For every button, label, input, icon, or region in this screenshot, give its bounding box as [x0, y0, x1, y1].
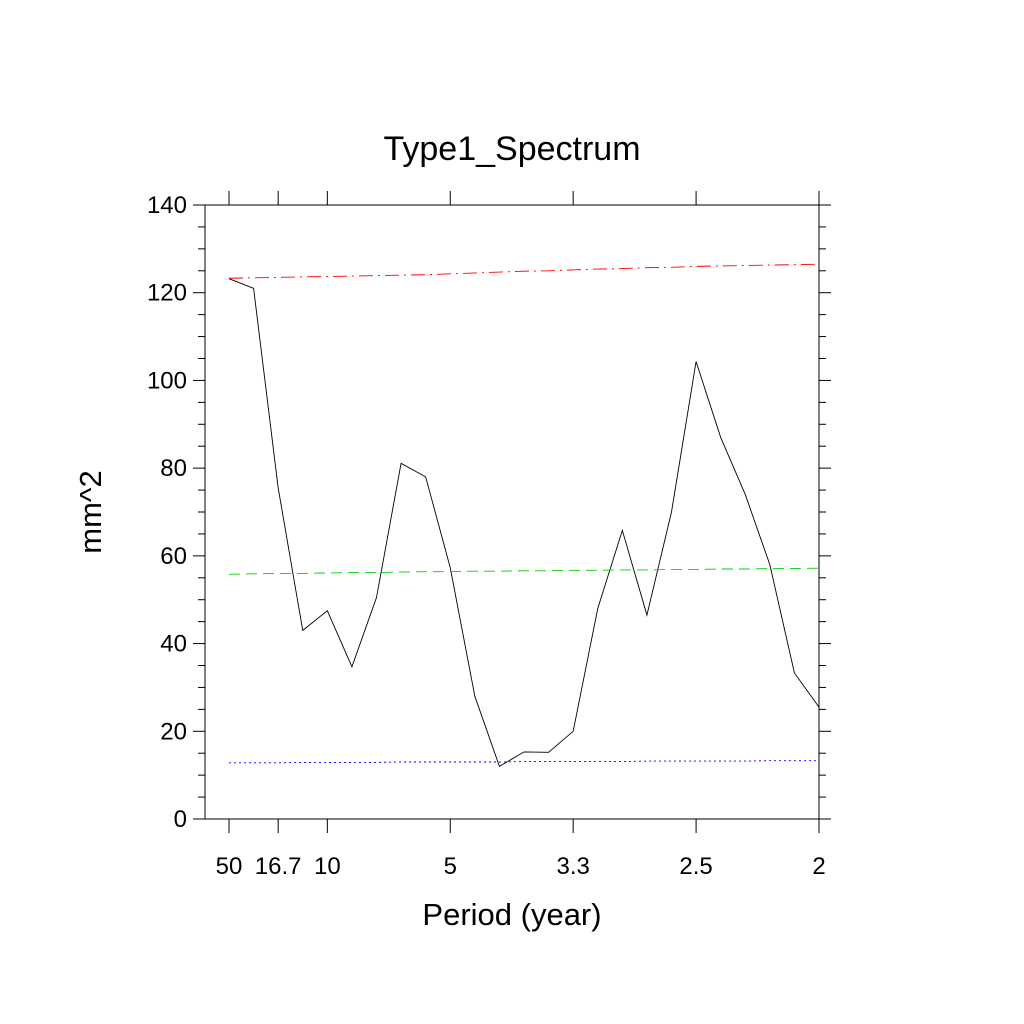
x-tick-label: 2.5: [679, 853, 712, 880]
y-tick-label: 0: [174, 806, 187, 833]
x-tick-label: 10: [314, 853, 341, 880]
series-line-solid: [228, 278, 820, 768]
y-tick-label: 60: [160, 543, 187, 570]
x-axis-label: Period (year): [422, 897, 601, 932]
chart-title: Type1_Spectrum: [383, 130, 640, 168]
x-tick-label: 5: [444, 853, 457, 880]
series-line-dotted: [229, 760, 819, 764]
y-tick-label: 20: [160, 718, 187, 745]
y-tick-label: 120: [147, 280, 187, 307]
y-tick-label: 40: [160, 631, 187, 658]
x-tick-label: 3.3: [556, 853, 589, 880]
x-tick-label: 2: [812, 853, 825, 880]
x-tick-label: 50: [216, 853, 243, 880]
axis-ticks: 0 20 40 60 80 100 120 140 50 16.7 10 5 3.3 2.5 2: [147, 191, 831, 880]
y-tick-label: 140: [147, 192, 187, 219]
x-tick-label: 16.7: [255, 853, 302, 880]
y-tick-label: 100: [147, 367, 187, 394]
y-tick-label: 80: [160, 455, 187, 482]
data-series: [228, 263, 820, 768]
series-line-dash-dot: [228, 263, 820, 279]
series-line-dashed: [228, 567, 820, 575]
plot-frame: [204, 204, 820, 820]
y-axis-label: mm^2: [73, 470, 108, 553]
